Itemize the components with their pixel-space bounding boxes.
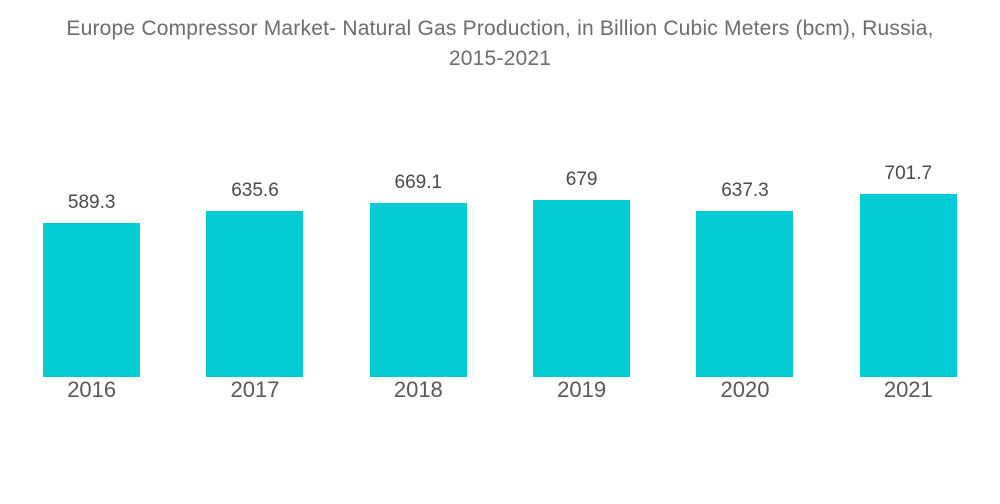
bar: [369, 202, 467, 377]
bar: [206, 211, 304, 377]
plot-area: 589.3 2016 635.6 2017 669.1 2018 679 2019 637.3 2…: [10, 163, 990, 403]
bar-value-label: 635.6: [231, 180, 279, 202]
bar-group: 589.3 2016: [10, 163, 173, 403]
bar-year-label: 2016: [67, 377, 117, 402]
chart-title: Europe Compressor Market- Natural Gas Pr…: [66, 17, 934, 71]
bar: [696, 210, 794, 377]
bar-year-label: 2017: [230, 377, 280, 402]
bar-group: 701.7 2021: [827, 163, 990, 403]
bar: [859, 194, 957, 377]
bar-group: 679 2019: [500, 163, 663, 403]
bar-value-label: 669.1: [394, 171, 443, 193]
bar: [43, 223, 141, 377]
bar-value-label: 679: [565, 168, 598, 190]
bar-value-label: 589.3: [67, 192, 116, 214]
bar-group: 669.1 2018: [337, 163, 500, 403]
bar-year-label: 2019: [557, 377, 607, 402]
bar-group: 635.6 2017: [173, 163, 336, 403]
bar-value-label: 701.7: [884, 163, 933, 184]
bar-year-label: 2020: [720, 377, 770, 402]
bar-value-label: 637.3: [721, 179, 769, 201]
bar: [533, 199, 631, 377]
bar-year-label: 2021: [883, 377, 933, 402]
bar-year-label: 2018: [393, 377, 443, 402]
bar-group: 637.3 2020: [663, 163, 826, 403]
